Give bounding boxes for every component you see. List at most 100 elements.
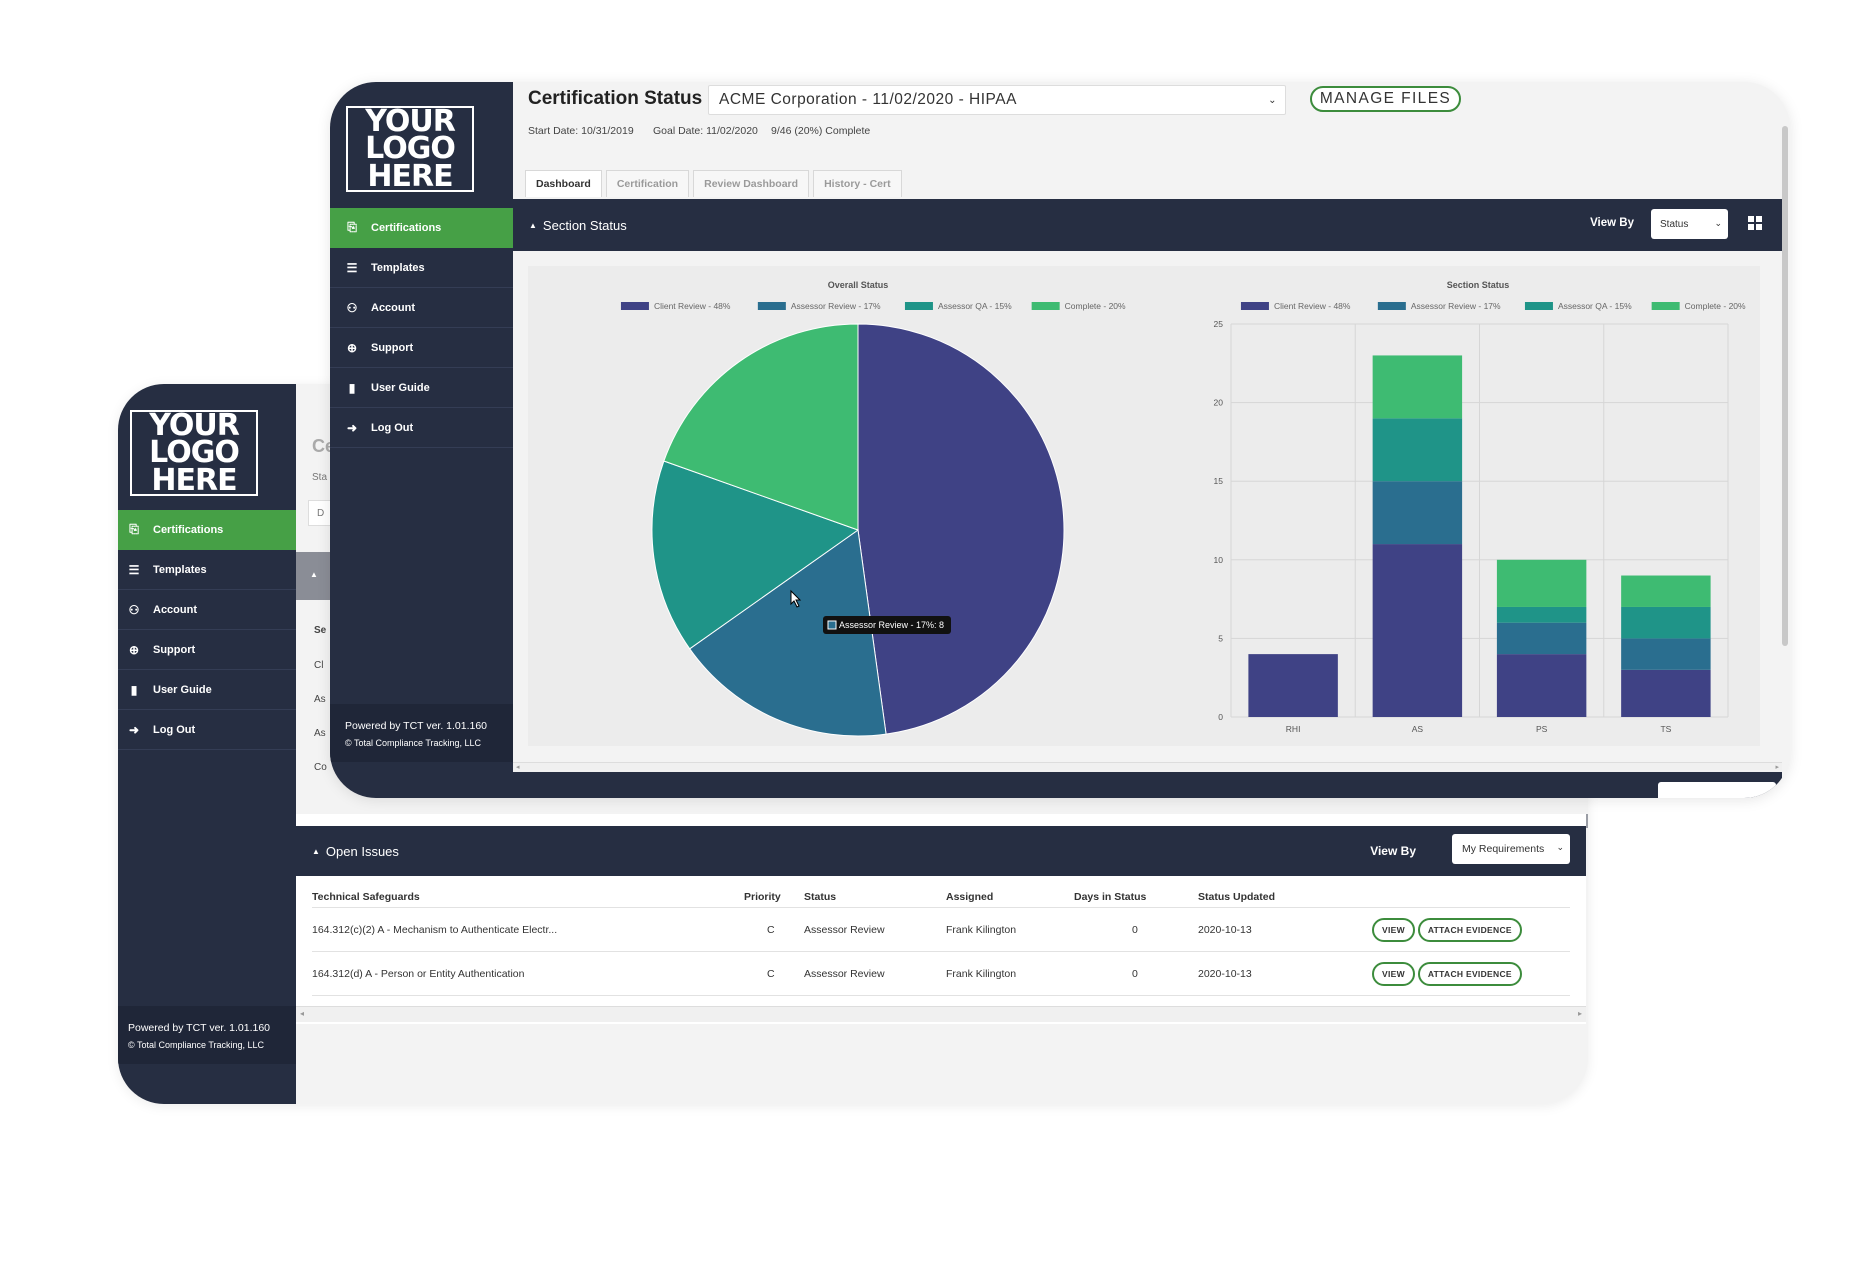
peek-row-fragment: Co — [314, 762, 327, 773]
column-header: Technical Safeguards — [312, 891, 420, 903]
sidebar: YOUR LOGO HERE ⎘ Certifications ☰ Templates … — [118, 384, 296, 1104]
sign-out-icon: ➜ — [346, 420, 358, 435]
table-row: 164.312(d) A - Person or Entity Authenti… — [312, 952, 1570, 996]
column-header: Assigned — [946, 891, 994, 903]
sidebar-item-user-guide[interactable]: ▮ User Guide — [330, 368, 513, 408]
sidebar-item-certifications[interactable]: ⎘ Certifications — [118, 510, 296, 550]
tab-review-dashboard[interactable]: Review Dashboard — [693, 170, 810, 197]
legend-swatch — [1377, 302, 1406, 310]
attach-evidence-button[interactable]: ATTACH EVIDENCE — [1417, 961, 1522, 986]
tab-bar: Dashboard Certification Review Dashboard… — [525, 170, 906, 197]
bar-segment — [1496, 654, 1587, 717]
legend-label: Client Review - 48% — [654, 301, 731, 311]
sidebar-item-support[interactable]: ⊕ Support — [118, 630, 296, 670]
peek-row-fragment: As — [314, 728, 326, 739]
company-logo: YOUR LOGO HERE — [130, 410, 258, 496]
peek-title-fragment: Ce — [312, 436, 336, 456]
y-tick-label: 10 — [1214, 555, 1224, 565]
tab-certification[interactable]: Certification — [605, 170, 690, 197]
grid-view-icon[interactable] — [1748, 216, 1762, 230]
x-tick-label: PS — [1536, 724, 1548, 734]
pie-slice — [857, 323, 1065, 735]
y-tick-label: 0 — [1218, 712, 1223, 722]
sidebar-nav: ⎘ Certifications ☰ Templates ⚇ Account ⊕ Sup… — [330, 208, 513, 448]
legend-label: Assessor QA - 15% — [938, 301, 1012, 311]
sidebar-item-log-out[interactable]: ➜ Log Out — [330, 408, 513, 448]
status-cell: Assessor Review — [804, 967, 885, 980]
tab-history-cert[interactable]: History - Cert — [813, 170, 902, 197]
legend-swatch — [1031, 302, 1060, 310]
days-cell: 0 — [1132, 923, 1138, 936]
peek-row-fragment: Cl — [314, 660, 324, 671]
bar-segment — [1496, 622, 1587, 655]
legend-label: Assessor QA - 15% — [1558, 301, 1632, 311]
days-cell: 0 — [1132, 967, 1138, 980]
certificate-icon: ⎘ — [347, 220, 357, 234]
chevron-down-icon: ⌄ — [1268, 95, 1277, 106]
chevron-down-icon: ⌄ — [1556, 842, 1564, 852]
horizontal-scrollbar[interactable]: ◂ ▸ — [296, 1006, 1586, 1022]
sidebar-item-log-out[interactable]: ➜ Log Out — [118, 710, 296, 750]
pie-slice — [651, 460, 860, 650]
open-issues-panel: ▲ Open Issues View By My Requirements ⌄ … — [296, 814, 1586, 1024]
legend-swatch — [1524, 302, 1553, 310]
legend-swatch — [757, 302, 786, 310]
user-icon: ⚇ — [346, 300, 358, 315]
view-button[interactable]: VIEW — [1372, 961, 1415, 986]
tab-dashboard[interactable]: Dashboard — [525, 170, 602, 197]
updated-cell: 2020-10-13 — [1198, 967, 1252, 980]
charts-panel: Overall Status Client Review - 48% Assesso… — [528, 266, 1760, 746]
collapse-caret-icon: ▲ — [312, 846, 320, 856]
table-header-row: Technical Safeguards Priority Status Ass… — [312, 886, 1570, 908]
pie-slice — [689, 529, 887, 737]
next-section-header[interactable] — [513, 772, 1782, 798]
certification-select[interactable]: ACME Corporation - 11/02/2020 - HIPAA ⌄ — [708, 85, 1286, 115]
sidebar-item-certifications[interactable]: ⎘ Certifications — [330, 208, 513, 248]
section-status-header[interactable]: ▲ Section Status View By Status ⌄ — [513, 199, 1782, 251]
bar-segment — [1496, 559, 1587, 607]
open-issues-view-by-select[interactable]: My Requirements ⌄ — [1452, 834, 1570, 864]
next-section-select[interactable] — [1658, 782, 1776, 798]
peek-row-fragment: As — [314, 694, 326, 705]
updated-cell: 2020-10-13 — [1198, 923, 1252, 936]
sidebar-item-account[interactable]: ⚇ Account — [330, 288, 513, 328]
view-button[interactable]: VIEW — [1372, 917, 1415, 942]
tooltip-text: Assessor Review - 17%: 8 — [839, 620, 944, 630]
bar-segment — [1372, 544, 1463, 717]
sidebar-item-support[interactable]: ⊕ Support — [330, 328, 513, 368]
requirement-cell: 164.312(d) A - Person or Entity Authenti… — [312, 967, 525, 980]
assigned-cell: Frank Kilington — [946, 923, 1017, 936]
vertical-scrollbar[interactable] — [1782, 126, 1788, 646]
legend-label: Client Review - 48% — [1274, 301, 1351, 311]
sidebar-item-user-guide[interactable]: ▮ User Guide — [118, 670, 296, 710]
start-date: Start Date: 10/31/2019 — [528, 125, 634, 137]
sidebar-item-templates[interactable]: ☰ Templates — [330, 248, 513, 288]
status-cell: Assessor Review — [804, 923, 885, 936]
sidebar-nav: ⎘ Certifications ☰ Templates ⚇ Account ⊕ Sup… — [118, 510, 296, 750]
sidebar-footer: Powered by TCT ver. 1.01.160 © Total Com… — [118, 1006, 296, 1064]
lifebuoy-icon: ⊕ — [346, 340, 358, 355]
company-logo: YOUR LOGO HERE — [346, 106, 474, 192]
bar-segment — [1496, 606, 1587, 623]
column-header: Status Updated — [1198, 891, 1276, 903]
column-header: Status — [804, 891, 837, 903]
bar-segment — [1248, 654, 1338, 717]
legend-swatch — [904, 302, 933, 310]
attach-evidence-button[interactable]: ATTACH EVIDENCE — [1417, 917, 1522, 942]
horizontal-scrollbar[interactable]: ◂ ▸ — [513, 762, 1782, 772]
section-view-by-select[interactable]: Status ⌄ — [1651, 209, 1728, 239]
manage-files-button[interactable]: MANAGE FILES — [1310, 86, 1461, 112]
priority-cell: C — [767, 923, 775, 936]
x-tick-label: AS — [1412, 724, 1424, 734]
sidebar-item-account[interactable]: ⚇ Account — [118, 590, 296, 630]
list-icon: ☰ — [128, 562, 140, 577]
sidebar-item-templates[interactable]: ☰ Templates — [118, 550, 296, 590]
book-icon: ▮ — [348, 380, 356, 395]
chart-title: Overall Status — [828, 280, 889, 290]
chart-title: Section Status — [1447, 280, 1510, 290]
open-issues-header[interactable]: ▲ Open Issues View By My Requirements ⌄ — [296, 826, 1586, 876]
charts-svg: Overall Status Client Review - 48% Assesso… — [620, 280, 1746, 737]
bar-segment — [1372, 418, 1463, 482]
open-issues-table: Technical Safeguards Priority Status Ass… — [312, 886, 1570, 996]
assigned-cell: Frank Kilington — [946, 967, 1017, 980]
